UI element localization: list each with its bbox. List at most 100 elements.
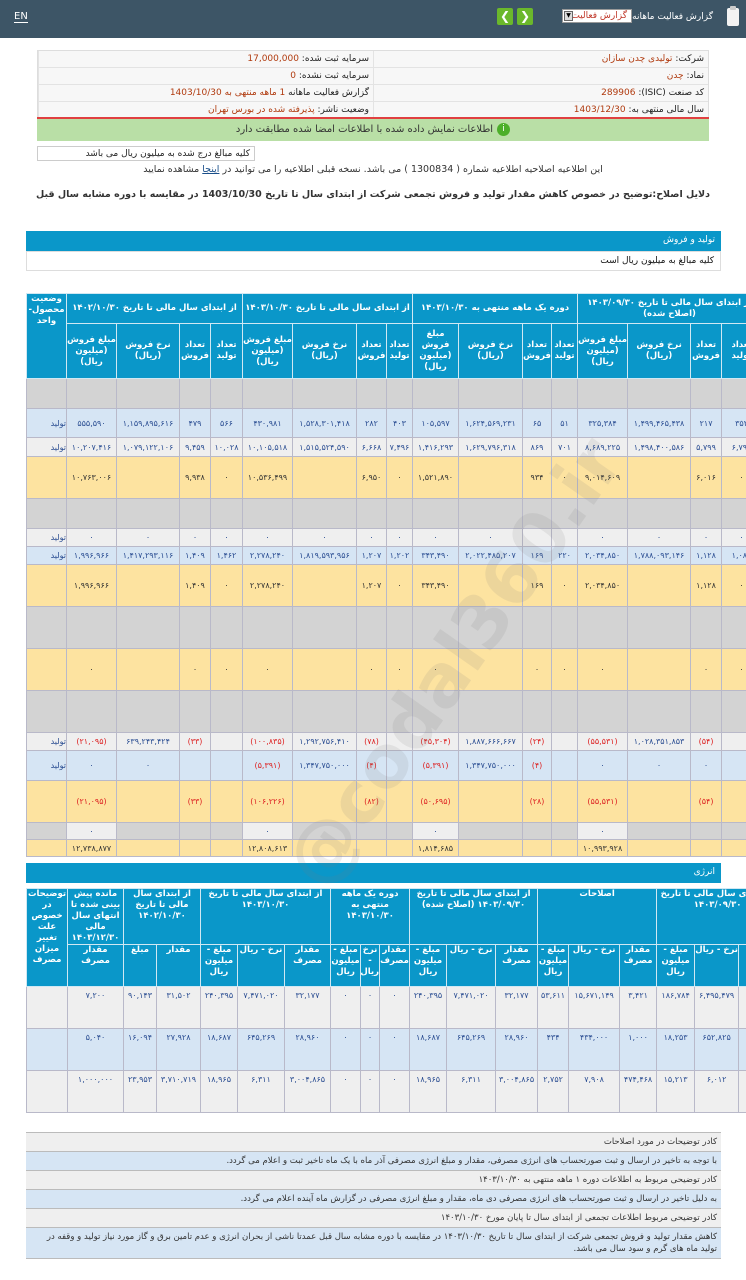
value-cell: ۲,۲۷۸,۲۴۰ bbox=[242, 546, 293, 565]
table-row: تولید ۱۰,۲۰۷,۴۱۶ ۱,۰۷۹,۱۲۲,۱۰۶ ۹,۴۵۹ ۱۰,۰۲۸ ۱… bbox=[26, 437, 746, 457]
value-cell bbox=[179, 606, 211, 649]
value-cell bbox=[577, 690, 629, 733]
energy-table-wrap[interactable]: توضیحات در خصوص علت تغییر میزان مصرف ماند… bbox=[26, 888, 746, 1113]
value-cell bbox=[550, 750, 579, 781]
value-cell: ۵,۰۴۰ bbox=[67, 1028, 124, 1071]
value-cell: ۶,۶۶۸ bbox=[356, 437, 387, 457]
column-header: تعداد فروش bbox=[179, 323, 211, 379]
next-report-button[interactable]: ❯ bbox=[517, 8, 533, 25]
column-header: مبلغ فروش (میلیون ریال) bbox=[66, 323, 117, 379]
previous-version-link[interactable]: اینجا bbox=[202, 164, 220, 175]
value-cell: ۲,۰۳۴,۸۵۰ bbox=[577, 546, 629, 565]
value-cell: ۰ bbox=[242, 528, 293, 547]
value-cell bbox=[550, 839, 579, 857]
value-cell: ۳۵۲ bbox=[721, 408, 746, 438]
value-cell: ۶۳۹,۲۴۳,۴۲۴ bbox=[116, 732, 180, 751]
value-cell bbox=[179, 690, 211, 733]
table-row: ۱۲,۷۳۸,۸۷۷ ۱۲,۸۰۸,۶۱۳ ۱,۸۱۴,۶۸۵ ۱۰,۹۹۳,۹۲۸ bbox=[26, 839, 746, 857]
value-cell: ۰ bbox=[412, 528, 459, 547]
company-label: شرکت: bbox=[675, 54, 704, 64]
column-header: نرخ فروش (ریال) bbox=[116, 323, 180, 379]
value-cell: ۶۵ bbox=[522, 408, 552, 438]
value-cell: ۱,۶۲۴,۵۶۹,۲۳۱ bbox=[458, 408, 523, 438]
value-cell: ۰ bbox=[66, 822, 117, 840]
company-info-box: شرکت: تولیدی چدن سازان سرمایه ثبت شده: 17… bbox=[37, 50, 709, 120]
value-cell bbox=[522, 822, 552, 840]
product-status-cell: تولید bbox=[26, 528, 67, 547]
unreg-capital-label: سرمایه ثبت نشده: bbox=[298, 71, 369, 81]
value-cell: ۳۴۳,۴۹۰ bbox=[412, 564, 459, 607]
value-cell: (۲۱,۰۹۵) bbox=[66, 780, 117, 823]
table-row: تولید (۲۱,۰۹۵) ۶۳۹,۲۴۳,۴۲۴ (۳۳) (۱۰۰,۸۳۵) ۱,۲… bbox=[26, 732, 746, 751]
value-cell: ۰ bbox=[379, 1070, 411, 1113]
value-cell bbox=[458, 564, 523, 607]
value-cell bbox=[356, 378, 387, 409]
value-cell: ۴۷۴,۴۶۸ bbox=[619, 1070, 658, 1113]
value-cell: ۱۵,۲۱۳ bbox=[656, 1070, 696, 1113]
value-cell bbox=[458, 839, 523, 857]
fiscal-year-label: سال مالی منتهی به: bbox=[628, 105, 704, 115]
value-cell: ۶,۹۵۰ bbox=[356, 456, 387, 499]
column-header: مبلغ - میلیون ریال bbox=[330, 944, 362, 987]
value-cell: ۵۳,۶۱۱ bbox=[537, 986, 570, 1029]
value-cell bbox=[458, 648, 523, 691]
value-cell bbox=[179, 378, 211, 409]
report-label: گزارش فعالیت ماهانه bbox=[288, 88, 369, 98]
value-cell bbox=[386, 498, 413, 529]
language-switch-link[interactable]: EN bbox=[14, 11, 28, 23]
period-group-header: دوره یک ماهه منتهی به ۱۴۰۳/۱۰/۳۰ bbox=[330, 888, 411, 945]
value-cell: ۷,۴۹۶ bbox=[386, 437, 413, 457]
value-cell bbox=[210, 732, 243, 751]
value-cell: ۷,۴۷۱,۰۲۰ bbox=[237, 986, 285, 1029]
value-cell bbox=[116, 564, 180, 607]
value-cell bbox=[292, 839, 357, 857]
value-cell: ۹۳۴ bbox=[522, 456, 552, 499]
value-cell bbox=[179, 750, 211, 781]
value-cell bbox=[356, 839, 387, 857]
value-cell bbox=[522, 606, 552, 649]
value-cell: ۰ bbox=[66, 528, 117, 547]
column-header: مبلغ فروش (میلیون ریال) bbox=[577, 323, 629, 379]
value-cell bbox=[116, 648, 180, 691]
amounts-note: کلیه مبالغ درج شده به میلیون ریال می باش… bbox=[37, 146, 255, 161]
value-cell: ۰ bbox=[458, 528, 523, 547]
value-cell bbox=[458, 690, 523, 733]
value-cell bbox=[26, 1028, 68, 1071]
prev-report-button[interactable]: ❮ bbox=[497, 8, 513, 25]
value-cell: (۲۱,۰۹۵) bbox=[66, 732, 117, 751]
production-table-wrap[interactable]: وضعیت محصول- واحد از ابتدای سال مالی تا ت… bbox=[26, 293, 746, 857]
value-cell: ۴۳۴ bbox=[537, 1028, 570, 1071]
clipboard-icon bbox=[727, 6, 739, 26]
table-row: تولید ۱,۹۹۶,۹۶۶ ۱,۴۱۷,۲۹۳,۱۱۶ ۱,۴۰۹ ۱,۴۶۲ ۲,۲… bbox=[26, 546, 746, 565]
value-cell: ۵۵۵,۵۹۰ bbox=[66, 408, 117, 438]
column-header: مقدار مصرف bbox=[283, 944, 332, 987]
note-heading: کادر توضیحات در مورد اصلاحات bbox=[26, 1133, 721, 1152]
value-cell: ۰ bbox=[379, 986, 411, 1029]
value-cell: ۱,۰۷۹,۱۲۲,۱۰۶ bbox=[116, 437, 180, 457]
value-cell bbox=[721, 378, 746, 409]
value-cell: ۱,۱۵۹,۸۹۵,۶۱۶ bbox=[116, 408, 180, 438]
value-cell: ۰ bbox=[690, 648, 723, 691]
value-cell bbox=[356, 498, 387, 529]
correction-text: این اطلاعیه اصلاحیه اطلاعیه شماره ( 1300… bbox=[222, 164, 603, 175]
notes-box: کادر توضیحات در مورد اصلاحات با توجه به ت… bbox=[26, 1132, 721, 1259]
value-cell: (۳۳) bbox=[179, 732, 211, 751]
column-header: تعداد فروش bbox=[690, 323, 723, 379]
dropdown-arrow-icon[interactable]: ▼ bbox=[564, 11, 573, 21]
description-header: توضیحات در خصوص علت تغییر میزان مصرف bbox=[26, 888, 68, 987]
value-cell bbox=[292, 690, 357, 733]
value-cell: ۶۵۲,۸۲۵ bbox=[694, 1028, 740, 1071]
value-cell bbox=[458, 498, 523, 529]
value-cell bbox=[356, 690, 387, 733]
verified-text: اطلاعات نمایش داده شده با اطلاعات امضا ش… bbox=[235, 124, 494, 135]
value-cell bbox=[458, 606, 523, 649]
value-cell bbox=[458, 378, 523, 409]
column-header: نرخ فروش (ریال) bbox=[292, 323, 357, 379]
value-cell: ۵,۷۹۹ bbox=[690, 437, 723, 457]
value-cell: ۰ bbox=[116, 528, 180, 547]
column-header: نرخ - ریال bbox=[446, 944, 497, 987]
value-cell bbox=[386, 378, 413, 409]
report-type-select[interactable]: گزارش فعالیت ▼ bbox=[562, 9, 632, 23]
value-cell bbox=[242, 606, 293, 649]
value-cell: ۰ bbox=[179, 528, 211, 547]
